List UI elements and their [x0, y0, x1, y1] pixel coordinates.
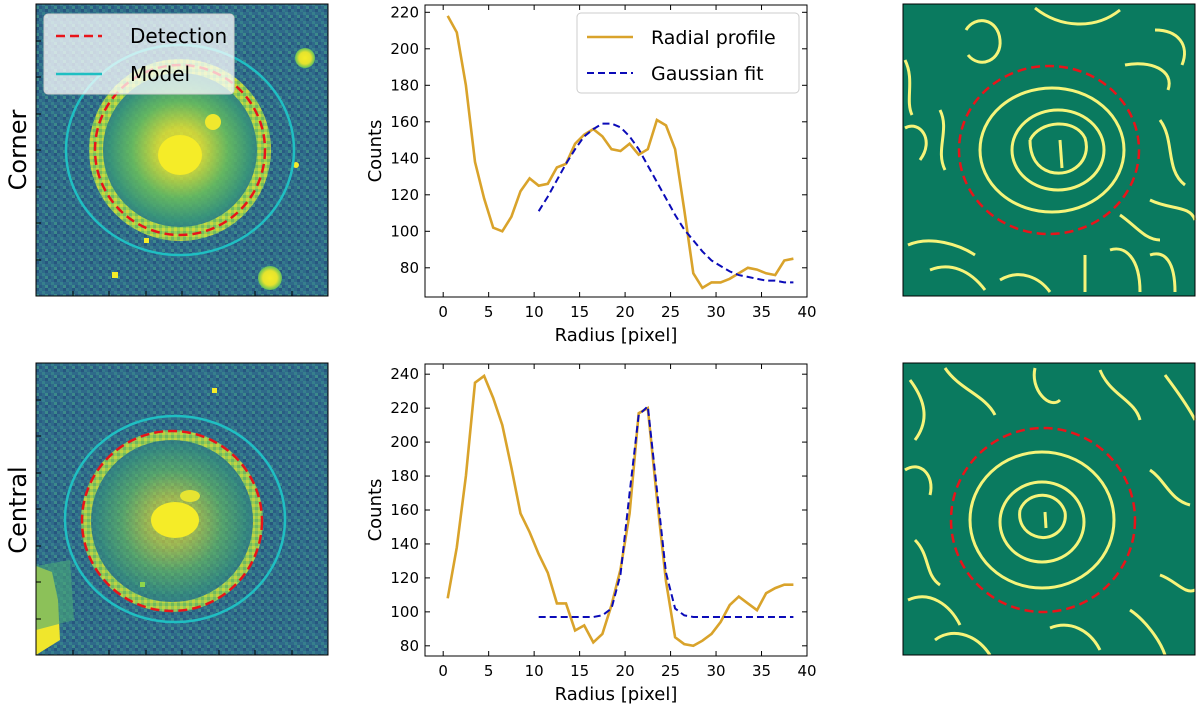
corner-ytick-label: 200: [390, 40, 419, 58]
row-label-corner: Corner: [4, 110, 32, 191]
corner-xtick-label: 20: [616, 303, 635, 321]
central-image-panel: [35, 362, 329, 656]
corner-xtick-label: 10: [525, 303, 544, 321]
central-edge-panel: [902, 362, 1197, 656]
central-xtick-label: 10: [525, 662, 544, 680]
legend-model-label: Model: [130, 62, 190, 86]
central-xtick-label: 25: [661, 662, 680, 680]
central-xtick-label: 40: [797, 662, 816, 680]
central-xtick-label: 5: [484, 662, 494, 680]
corner-xtick-label: 35: [752, 303, 771, 321]
corner-ytick-label: 160: [390, 113, 419, 131]
central-xtick-label: 30: [707, 662, 726, 680]
corner-xtick-label: 30: [707, 303, 726, 321]
central-ytick-label: 80: [400, 637, 419, 655]
corner-series-gaussian-fit: [537, 122, 794, 284]
corner-xlabel: Radius [pixel]: [555, 325, 678, 346]
central-ytick-label: 240: [390, 365, 419, 383]
central-profile-chart: 0 5 10 15 20 25 30 35 40 80 100 120 140 160 180 200 220 2…: [365, 363, 817, 705]
central-xtick-label: 20: [616, 662, 635, 680]
central-xtick-label: 0: [438, 662, 448, 680]
corner-ytick-label: 100: [390, 222, 419, 240]
corner-xtick-label: 0: [438, 303, 448, 321]
central-series-gaussian-fit: [538, 404, 794, 618]
central-ytick-label: 220: [390, 399, 419, 417]
corner-series-radial-profile: [446, 15, 794, 290]
corner-legend-label: Gaussian fit: [651, 63, 764, 85]
image-legend: Detection Model: [43, 13, 235, 95]
central-ytick-label: 160: [390, 501, 419, 519]
row-label-central: Central: [4, 466, 32, 553]
corner-xtick-label: 40: [797, 303, 816, 321]
central-ytick-label: 180: [390, 467, 419, 485]
central-model-circle: [63, 414, 287, 624]
corner-edge-panel: [902, 3, 1197, 297]
corner-ylabel: Counts: [365, 120, 386, 183]
legend-detection-label: Detection: [130, 24, 227, 48]
corner-ytick-label: 140: [390, 149, 419, 167]
central-plot-area: [425, 364, 807, 656]
central-xtick-label: 15: [570, 662, 589, 680]
central-ylabel: Counts: [365, 479, 386, 542]
corner-xtick-label: 25: [661, 303, 680, 321]
central-ytick-label: 120: [390, 569, 419, 587]
corner-ytick-label: 220: [390, 3, 419, 21]
corner-legend-label: Radial profile: [651, 27, 776, 49]
central-edge-detection-circle: [949, 426, 1137, 614]
central-ytick-label: 140: [390, 535, 419, 553]
corner-ytick-label: 80: [400, 259, 419, 277]
corner-xtick-label: 15: [570, 303, 589, 321]
central-xlabel: Radius [pixel]: [555, 684, 678, 705]
corner-xtick-label: 5: [484, 303, 494, 321]
central-xtick-label: 35: [752, 662, 771, 680]
corner-image-panel: Detection Model: [35, 3, 329, 297]
central-ytick-label: 100: [390, 603, 419, 621]
central-detection-circle: [80, 429, 264, 613]
corner-ytick-label: 180: [390, 76, 419, 94]
corner-profile-chart: 0 5 10 15 20 25 30 35 40 80 100 120 140 160 180 200 220 R…: [365, 3, 817, 346]
corner-frame: [424, 4, 808, 298]
central-ytick-label: 200: [390, 433, 419, 451]
corner-edge-detection-circle: [957, 64, 1141, 236]
corner-ytick-label: 120: [390, 186, 419, 204]
